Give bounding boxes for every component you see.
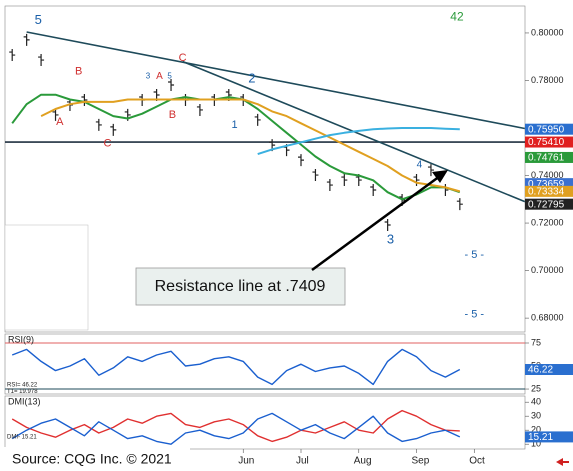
source-box [0, 447, 190, 471]
price-bar [413, 174, 420, 187]
value-marker [525, 123, 573, 135]
panel-title: DMI(13) [8, 396, 41, 406]
rsi-frame [4, 333, 526, 395]
arrow-head [432, 170, 448, 183]
series-line [11, 93, 461, 201]
y-tick-label: 0.70000 [531, 265, 564, 275]
y-tick-label: 40 [531, 397, 541, 407]
series-line [257, 127, 460, 156]
main-frame [4, 5, 526, 333]
price-bar [384, 218, 391, 231]
price-bar [427, 164, 434, 177]
wave-label: - 5 - [464, 308, 484, 320]
value-marker-label: 0.73659 [528, 179, 565, 190]
value-marker-label: 0.75950 [528, 124, 565, 135]
wave-label: 5 [35, 12, 42, 27]
series-line [11, 409, 460, 443]
value-marker-label: 0.75410 [528, 137, 565, 148]
series-line [40, 98, 461, 193]
source-text: Source: CQG Inc. © 2021 [12, 451, 172, 467]
x-tick-label: Aug [354, 456, 372, 467]
callout-box [135, 267, 346, 306]
price-bar [456, 198, 463, 211]
value-marker-label: 0.73334 [528, 187, 565, 198]
value-marker [525, 136, 573, 148]
value-marker-label: 0.72795 [528, 199, 565, 210]
wave-label: - 5 - [464, 249, 484, 261]
price-bar [168, 78, 175, 91]
wave-label: 2 [248, 71, 255, 86]
y-tick-label: 0.78000 [531, 75, 564, 85]
price-bar [312, 169, 319, 182]
x-tick-label: Sep [412, 456, 430, 467]
callout-arrow [311, 174, 441, 272]
price-bar [23, 33, 30, 46]
value-marker [525, 185, 573, 197]
value-marker-label: 46.22 [528, 365, 553, 376]
price-bar [341, 174, 348, 187]
readout-line: T1= 19.978 [7, 389, 38, 395]
y-tick-label: 20 [531, 425, 541, 435]
price-bar [110, 123, 117, 136]
scroll-arrow-tail [563, 461, 569, 463]
value-marker [525, 431, 573, 443]
wave-label: 5 [167, 71, 172, 80]
y-tick-label: 10 [531, 439, 541, 449]
dmi-frame [4, 395, 526, 450]
price-bar [38, 54, 45, 67]
value-marker [525, 151, 573, 163]
panel-title: RSI(9) [8, 334, 34, 344]
y-tick-label: 0.80000 [531, 27, 564, 37]
price-bar [196, 103, 203, 116]
value-marker [525, 198, 573, 210]
y-tick-label: 0.68000 [531, 312, 564, 322]
price-bar [95, 118, 102, 131]
wave-label: 3 [387, 232, 394, 247]
readout-line: DMI- 15.21 [7, 435, 37, 441]
value-marker [525, 364, 573, 376]
y-tick-label: 75 [531, 337, 541, 347]
callout-text: Resistance line at .7409 [155, 278, 326, 295]
wave-label: A [56, 116, 64, 128]
wave-label: C [104, 137, 112, 149]
y-tick-label: 0.74000 [531, 170, 564, 180]
price-bar [254, 113, 261, 126]
wave-label: 1 [232, 119, 238, 131]
series-line [11, 412, 461, 445]
x-tick-label: Oct [469, 456, 485, 467]
wave-label: 4 [417, 159, 423, 170]
value-marker-label: 15.21 [528, 432, 553, 443]
trend-line [26, 31, 525, 130]
y-tick-label: 30 [531, 411, 541, 421]
series-line [11, 348, 461, 386]
x-tick-label: Jul [296, 456, 309, 467]
y-tick-label: 25 [531, 383, 541, 393]
scroll-arrow [556, 458, 563, 466]
readout-line: RSI= 46.22 [7, 383, 38, 389]
wave-label: 3 [146, 71, 151, 80]
wave-label: B [169, 109, 176, 121]
value-marker [525, 178, 573, 190]
price-bar [52, 108, 59, 121]
readout-box [4, 224, 89, 331]
wave-label: C [179, 52, 187, 64]
wave-label: B [75, 65, 82, 77]
y-tick-label: 0.72000 [531, 217, 564, 227]
x-tick-label: Jun [238, 456, 254, 467]
wave-label: 42 [450, 10, 464, 24]
price-bar [298, 154, 304, 167]
price-bar [9, 49, 16, 62]
price-bar [370, 184, 377, 197]
value-marker-label: 0.74761 [528, 153, 565, 164]
price-bar [326, 179, 333, 192]
wave-label: A [156, 71, 163, 82]
price-bar [81, 93, 88, 106]
